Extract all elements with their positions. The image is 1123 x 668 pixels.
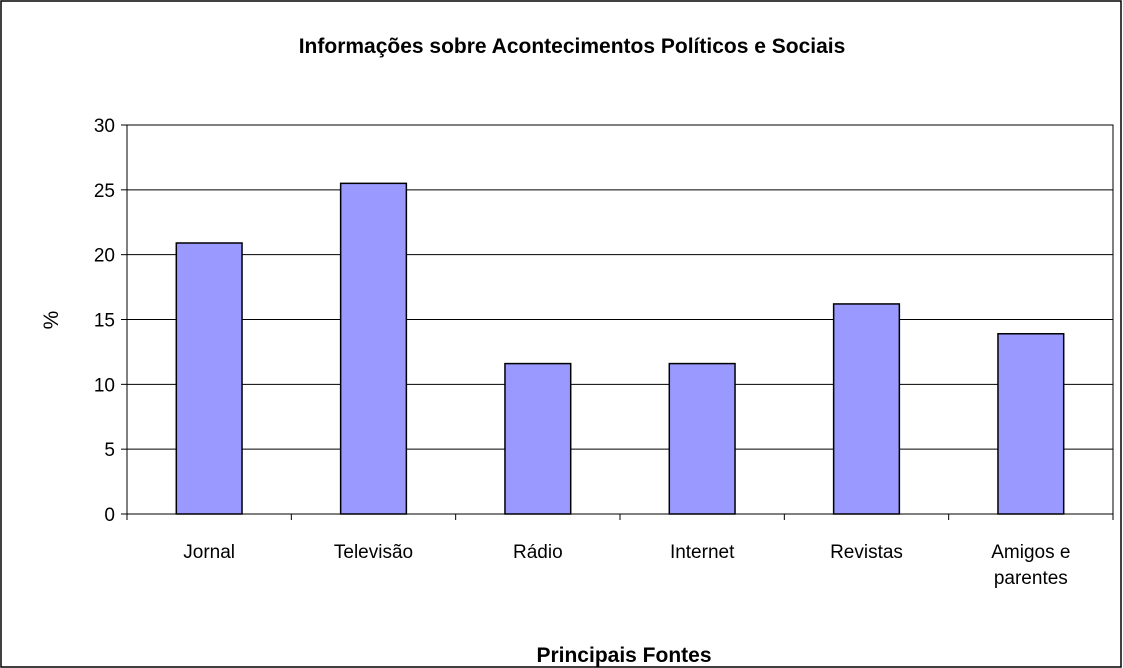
- chart-title: Informações sobre Acontecimentos Polític…: [299, 35, 846, 58]
- y-tick-label: 25: [94, 181, 115, 202]
- plot-area: 0 5 10 15 20 25 30 Jornal Televisão Rádio Internet…: [94, 116, 1114, 589]
- bar: [339, 182, 408, 515]
- bar: [997, 333, 1065, 515]
- y-tick-label: 5: [104, 440, 115, 461]
- bar: [175, 242, 243, 515]
- y-axis-title: %: [40, 311, 63, 330]
- y-tick-label: 15: [94, 311, 115, 332]
- bar: [832, 303, 901, 515]
- x-category-label: Revistas: [830, 542, 903, 563]
- bar: [504, 362, 572, 515]
- x-category-label: Amigos e parentes: [991, 542, 1070, 589]
- x-category-label: Internet: [670, 542, 735, 563]
- y-tick-label: 10: [94, 375, 115, 396]
- y-tick-label: 30: [94, 116, 115, 137]
- y-tick-label: 20: [94, 246, 115, 267]
- x-category-label: Televisão: [334, 542, 413, 563]
- bar: [668, 362, 736, 515]
- x-category-label: Jornal: [183, 542, 235, 563]
- y-tick-label: 0: [104, 505, 115, 526]
- x-axis-title: Principais Fontes: [536, 644, 711, 667]
- x-category-label: Rádio: [513, 542, 563, 563]
